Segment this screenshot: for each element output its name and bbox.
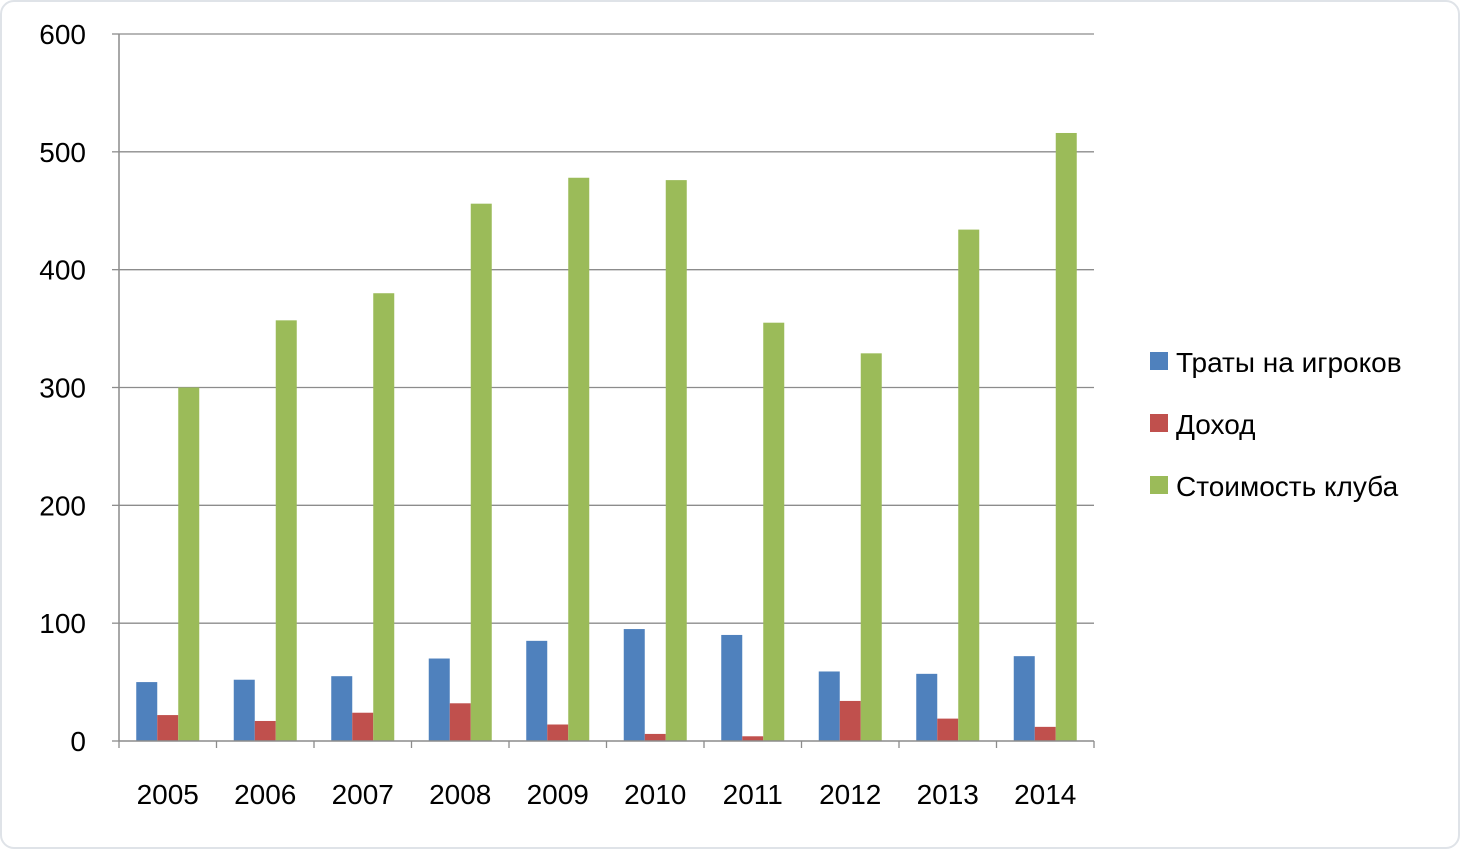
y-tick-label: 400 (39, 255, 86, 286)
y-tick-label: 500 (39, 137, 86, 168)
x-tick-label: 2005 (137, 779, 199, 810)
bar-2008-series-0 (428, 658, 450, 741)
bar-2009-series-0 (526, 640, 548, 741)
y-tick-label: 600 (39, 19, 86, 50)
legend-swatch-2 (1150, 476, 1168, 494)
bar-2013-series-0 (916, 673, 938, 741)
legend-swatch-0 (1150, 352, 1168, 370)
bar-2007-series-0 (331, 676, 353, 741)
x-tick-label: 2009 (527, 779, 589, 810)
bar-2007-series-2 (373, 293, 395, 741)
y-tick-label: 0 (70, 726, 86, 757)
bar-2005-series-0 (136, 682, 158, 741)
bar-2006-series-1 (254, 720, 276, 741)
y-tick-label: 100 (39, 608, 86, 639)
x-tick-label: 2012 (819, 779, 881, 810)
y-tick-label: 200 (39, 490, 86, 521)
bar-2012-series-0 (818, 671, 840, 741)
bar-2008-series-1 (449, 703, 471, 741)
bar-2011-series-1 (742, 736, 764, 741)
bar-2010-series-0 (623, 629, 645, 741)
bar-2006-series-0 (233, 679, 255, 741)
y-tick-label: 300 (39, 373, 86, 404)
bar-2007-series-1 (352, 712, 374, 741)
x-tick-label: 2007 (332, 779, 394, 810)
bar-2014-series-0 (1013, 656, 1035, 741)
x-tick-label: 2010 (624, 779, 686, 810)
y-axis-tick-labels: 0 100 200 300 400 500 600 (39, 19, 86, 757)
bar-2009-series-1 (547, 724, 569, 741)
bar-2011-series-2 (763, 322, 785, 741)
bar-2005-series-2 (178, 387, 200, 741)
legend-label-0: Траты на игроков (1176, 347, 1402, 378)
bar-2006-series-2 (275, 320, 297, 741)
gridlines (119, 33, 1094, 624)
x-tick-label: 2013 (917, 779, 979, 810)
bar-2014-series-1 (1034, 726, 1056, 741)
bar-2005-series-1 (157, 715, 179, 741)
legend-swatch-1 (1150, 414, 1168, 432)
x-axis-tick-labels: 2005 2006 2007 2008 2009 2010 2011 2012 2013 2014 (137, 779, 1077, 810)
x-tick-label: 2008 (429, 779, 491, 810)
legend: Траты на игроков Доход Стоимость клуба (1150, 347, 1402, 502)
bar-2008-series-2 (470, 203, 492, 741)
bar-2010-series-1 (644, 733, 666, 741)
bar-2014-series-2 (1055, 132, 1077, 742)
bar-2010-series-2 (665, 180, 687, 741)
bars (136, 132, 1077, 742)
bar-2009-series-2 (568, 177, 590, 742)
bar-2011-series-0 (721, 634, 743, 741)
bar-2012-series-2 (860, 353, 882, 741)
x-tick-label: 2014 (1014, 779, 1076, 810)
x-tick-label: 2011 (723, 779, 783, 810)
bar-2013-series-2 (958, 229, 980, 741)
axes (112, 33, 1095, 748)
legend-label-2: Стоимость клуба (1176, 471, 1399, 502)
legend-label-1: Доход (1176, 409, 1256, 440)
bar-2013-series-1 (937, 718, 959, 741)
bar-2012-series-1 (839, 700, 861, 741)
x-tick-label: 2006 (234, 779, 296, 810)
